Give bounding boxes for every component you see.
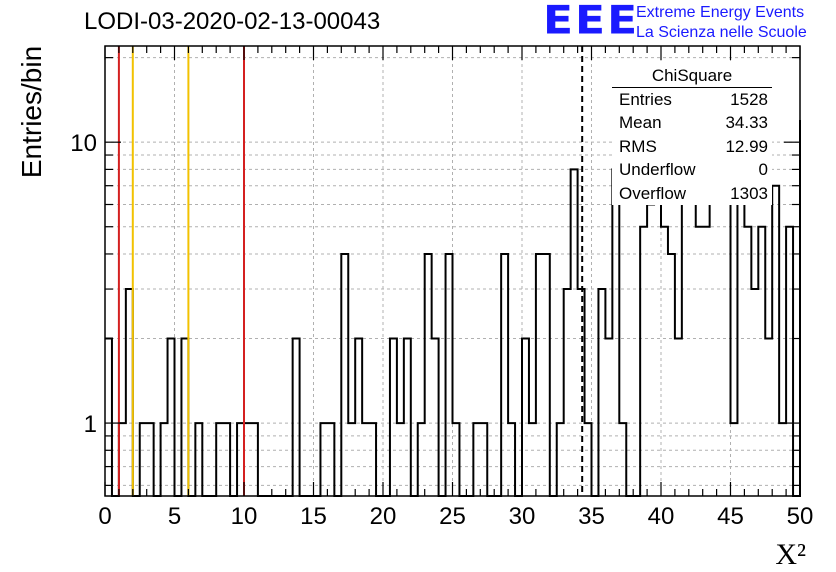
- y-tick-label: 1: [84, 411, 97, 438]
- x-tick-label: 15: [300, 503, 327, 530]
- logo-caption-line1: Extreme Energy Events: [636, 4, 805, 21]
- logo-caption-line2: La Scienza nelle Scuole: [636, 24, 807, 41]
- stats-value: 1303: [730, 183, 768, 203]
- x-tick-label: 40: [648, 503, 675, 530]
- x-tick-label: 0: [98, 503, 111, 530]
- x-tick-label: 45: [717, 503, 744, 530]
- stats-value: 1528: [730, 90, 768, 109]
- x-tick-label: 50: [787, 503, 814, 530]
- y-tick-label: 10: [70, 130, 97, 157]
- x-axis-label: X²: [775, 538, 806, 571]
- stats-row-rms: RMS 12.99: [612, 135, 772, 158]
- stats-label: Mean: [619, 113, 662, 133]
- x-tick-label: 35: [578, 503, 605, 530]
- y-axis-label: Entries/bin: [16, 45, 47, 179]
- stats-row-entries: Entries 1528: [612, 88, 772, 111]
- stats-value: 12.99: [725, 136, 768, 156]
- stats-value: 34.33: [725, 113, 768, 133]
- stats-box: ChiSquare Entries 1528 Mean 34.33 RMS 12…: [612, 64, 772, 206]
- stats-label: Entries: [619, 90, 672, 109]
- stats-label: Overflow: [619, 183, 687, 203]
- eee-logo: EEE: [543, 0, 640, 44]
- stats-label: Underflow: [619, 160, 696, 180]
- stats-row-mean: Mean 34.33: [612, 111, 772, 134]
- stats-title: ChiSquare: [612, 64, 772, 88]
- chart-title: LODI-03-2020-02-13-00043: [84, 8, 381, 35]
- stats-row-overflow: Overflow 1303: [612, 182, 772, 205]
- stats-label: RMS: [619, 136, 657, 156]
- x-tick-label: 20: [370, 503, 397, 530]
- stats-value: 0: [758, 160, 768, 180]
- x-tick-label: 10: [231, 503, 258, 530]
- stats-row-underflow: Underflow 0: [612, 158, 772, 181]
- x-tick-label: 25: [439, 503, 466, 530]
- x-tick-label: 5: [168, 503, 181, 530]
- x-tick-label: 30: [509, 503, 536, 530]
